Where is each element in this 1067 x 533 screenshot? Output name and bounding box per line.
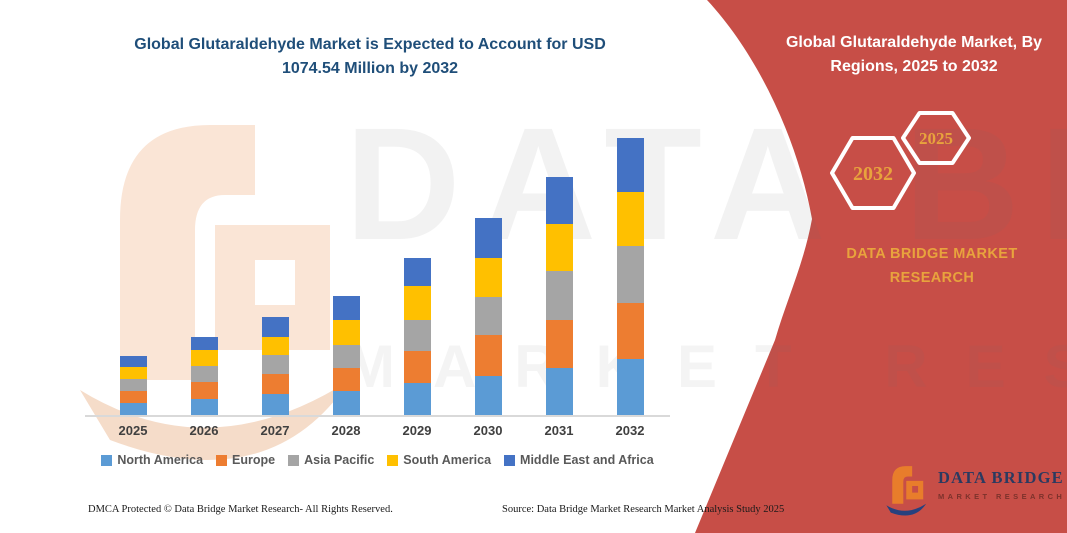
hexagon-2032 <box>830 136 916 210</box>
bar-segment-2030-europe <box>474 335 502 377</box>
bar-segment-2027-europe <box>261 374 289 395</box>
chart-title-line1: Global Glutaraldehyde Market is Expected… <box>134 36 606 53</box>
chart-title-line2: 1074.54 Million by 2032 <box>281 60 459 77</box>
chart-title: Global Glutaraldehyde Market is Expected… <box>85 33 655 81</box>
bar-segment-2030-south-america <box>474 258 502 298</box>
legend-label: Europe <box>232 453 276 467</box>
bar-segment-2025-middle-east-and-africa <box>119 356 147 368</box>
footer-dmca-text: DMCA Protected © Data Bridge Market Rese… <box>88 504 393 515</box>
bar-segment-2026-asia-pacific <box>190 365 218 383</box>
bar-segment-2027-middle-east-and-africa <box>261 316 289 338</box>
hexagon-2032-label: 2032 <box>853 163 893 185</box>
bar-segment-2028-north-america <box>332 391 360 415</box>
banner-heading: Global Glutaraldehyde Market, By Regions… <box>768 31 1060 79</box>
bar-segment-2031-middle-east-and-africa <box>545 177 573 225</box>
bar-segment-2029-middle-east-and-africa <box>403 257 431 287</box>
legend-swatch-icon <box>387 454 399 466</box>
bar-segment-2031-asia-pacific <box>545 271 573 320</box>
x-axis-label-2032: 2032 <box>615 423 645 438</box>
bar-plot <box>85 95 670 417</box>
legend-label: Middle East and Africa <box>520 453 654 467</box>
bar-segment-2025-europe <box>119 390 147 404</box>
legend-swatch-icon <box>504 454 516 466</box>
banner-heading-line2: Regions, 2025 to 2032 <box>830 58 998 75</box>
bar-segment-2028-asia-pacific <box>332 345 360 369</box>
banner-background <box>695 0 1067 533</box>
bar-segment-2031-south-america <box>545 224 573 272</box>
bar-segment-2026-middle-east-and-africa <box>190 337 218 351</box>
company-logo: DATA BRIDGE MARKET RESEARCH <box>884 459 1066 517</box>
bar-segment-2028-europe <box>332 368 360 392</box>
bar-segment-2032-south-america <box>616 191 644 247</box>
company-logo-subtitle: MARKET RESEARCH <box>938 492 1066 501</box>
bar-segment-2029-north-america <box>403 383 431 415</box>
bar-segment-2025-north-america <box>119 403 147 415</box>
legend-item-middle-east-and-africa: Middle East and Africa <box>504 453 654 467</box>
bar-segment-2032-middle-east-and-africa <box>616 138 644 192</box>
legend-label: Asia Pacific <box>304 453 375 467</box>
legend-item-north-america: North America <box>101 453 203 467</box>
footer-source-text: Source: Data Bridge Market Research Mark… <box>502 504 785 515</box>
banner-heading-line1: Global Glutaraldehyde Market, By <box>785 34 1043 51</box>
bar-segment-2030-asia-pacific <box>474 297 502 336</box>
banner-brand-text: DATA BRIDGE MARKET RESEARCH <box>798 242 1066 290</box>
bar-segment-2031-europe <box>545 319 573 368</box>
legend-swatch-icon <box>101 454 113 466</box>
bar-segment-2030-middle-east-and-africa <box>474 218 502 259</box>
hexagon-2025 <box>901 111 971 165</box>
x-axis-label-2029: 2029 <box>402 423 432 438</box>
legend-swatch-icon <box>288 454 300 466</box>
bar-segment-2027-north-america <box>261 394 289 415</box>
banner-brand-line1: DATA BRIDGE MARKET <box>846 246 1018 262</box>
legend-label: North America <box>117 453 204 467</box>
bar-segment-2030-north-america <box>474 376 502 415</box>
bar-segment-2028-south-america <box>332 320 360 346</box>
bar-segment-2032-north-america <box>616 359 644 415</box>
company-logo-title: DATA BRIDGE <box>938 468 1064 487</box>
legend-label: South America <box>403 453 492 467</box>
bar-segment-2029-south-america <box>403 286 431 320</box>
banner-brand-line2: RESEARCH <box>889 270 975 286</box>
bar-segment-2032-asia-pacific <box>616 246 644 303</box>
x-axis-label-2025: 2025 <box>118 423 148 438</box>
bar-segment-2027-asia-pacific <box>261 355 289 375</box>
x-axis-label-2030: 2030 <box>473 423 503 438</box>
bar-segment-2028-middle-east-and-africa <box>332 296 360 321</box>
bar-segment-2025-asia-pacific <box>119 379 147 391</box>
legend-item-asia-pacific: Asia Pacific <box>288 453 374 467</box>
x-axis-labels: 2025 2026 2027 2028 2029 2030 2031 2032 <box>85 423 670 441</box>
bar-segment-2029-asia-pacific <box>403 319 431 351</box>
bar-segment-2026-north-america <box>190 399 218 415</box>
bar-segment-2026-south-america <box>190 350 218 366</box>
x-axis-label-2026: 2026 <box>189 423 219 438</box>
hexagon-2025-label: 2025 <box>919 129 953 148</box>
company-logo-icon <box>886 466 927 516</box>
x-axis-label-2031: 2031 <box>544 423 574 438</box>
legend-item-europe: Europe <box>216 453 275 467</box>
bar-segment-2031-north-america <box>545 367 573 415</box>
legend-item-south-america: South America <box>387 453 491 467</box>
bar-segment-2029-europe <box>403 350 431 384</box>
bar-segment-2026-europe <box>190 382 218 400</box>
bar-segment-2032-europe <box>616 302 644 360</box>
chart-legend: North America Europe Asia Pacific South Ame… <box>85 453 670 467</box>
x-axis-label-2028: 2028 <box>331 423 361 438</box>
x-axis-label-2027: 2027 <box>260 423 290 438</box>
logo-watermark-icon <box>80 125 350 460</box>
bar-segment-2025-south-america <box>119 367 147 380</box>
bar-segment-2027-south-america <box>261 337 289 356</box>
legend-swatch-icon <box>216 454 228 466</box>
